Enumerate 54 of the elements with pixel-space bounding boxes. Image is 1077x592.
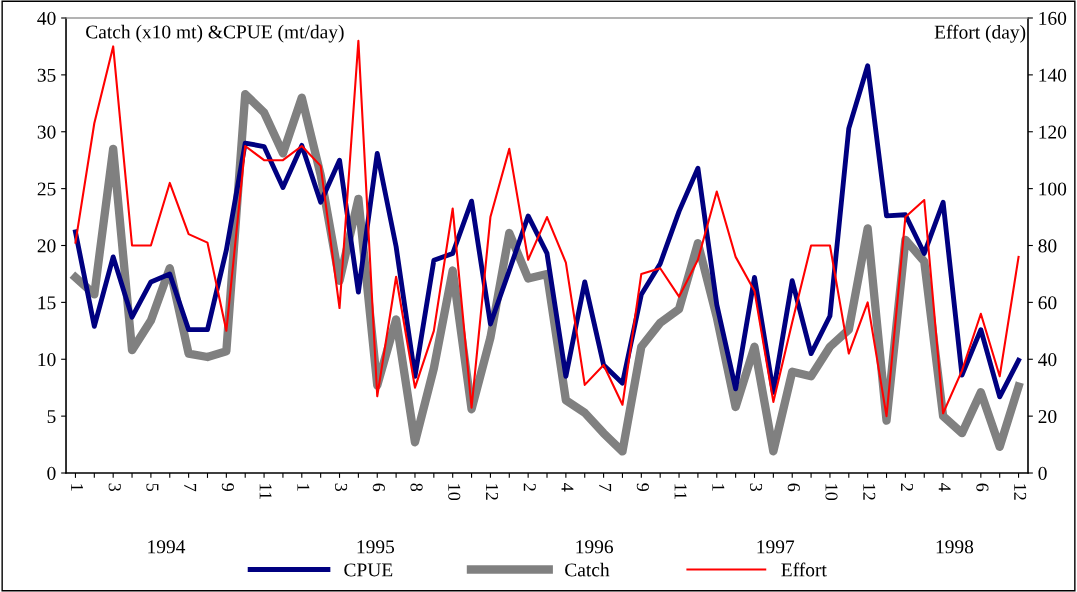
x-tick-label: 3 bbox=[749, 483, 763, 492]
y-tick-label: 0 bbox=[47, 466, 56, 480]
legend-label: CPUE bbox=[344, 563, 393, 577]
y2-tick-label: 160 bbox=[1039, 11, 1067, 25]
x-tick-label: 4 bbox=[561, 483, 574, 492]
x-tick-label: 6 bbox=[976, 483, 989, 492]
text: 1996 bbox=[576, 540, 614, 554]
x-tick-label: 6 bbox=[372, 483, 385, 492]
text: 1994 bbox=[148, 540, 186, 554]
x-tick-label: 10 bbox=[448, 484, 461, 501]
x-tick-label: 8 bbox=[410, 483, 423, 492]
text: 1997 bbox=[757, 540, 795, 554]
x-tick-label: 11 bbox=[259, 484, 272, 500]
y-tick-label: 35 bbox=[37, 68, 56, 82]
y2-axis-title: Effort (day) bbox=[934, 24, 1026, 43]
x-tick-label: 12 bbox=[863, 484, 876, 500]
y2-tick-label: 20 bbox=[1038, 409, 1057, 424]
y2-tick-label: 0 bbox=[1038, 466, 1047, 480]
x-tick-label: 1 bbox=[297, 484, 310, 491]
x-tick-label: 3 bbox=[108, 483, 121, 492]
x-tick-label: 2 bbox=[523, 483, 536, 491]
y-tick-label: 20 bbox=[37, 239, 56, 253]
y2-tick-label: 40 bbox=[1038, 353, 1057, 367]
x-tick-label: 10 bbox=[825, 484, 838, 501]
x-tick-label: 6 bbox=[787, 483, 800, 492]
y-axis-title: Catch (x10 mt) &CPUE (mt/day) bbox=[86, 24, 344, 43]
x-tick-label: 7 bbox=[599, 483, 612, 492]
x-tick-label: 1 bbox=[71, 484, 84, 491]
x-tick-label: 5 bbox=[146, 483, 159, 492]
x-tick-label: 7 bbox=[184, 483, 197, 492]
text: 1998 bbox=[936, 540, 974, 554]
y2-tick-label: 80 bbox=[1038, 239, 1057, 253]
x-tick-label: 3 bbox=[335, 483, 348, 492]
x-tick-label: 12 bbox=[1014, 484, 1027, 500]
x-tick-label: 4 bbox=[938, 483, 951, 492]
x-tick-label: 12 bbox=[486, 484, 499, 500]
legend-label: Effort bbox=[781, 562, 827, 577]
y2-tick-label: 60 bbox=[1038, 296, 1057, 310]
y-tick-label: 15 bbox=[38, 296, 56, 310]
x-tick-label: 9 bbox=[221, 483, 234, 492]
y-tick-label: 10 bbox=[38, 353, 56, 367]
y2-tick-label: 120 bbox=[1039, 125, 1067, 139]
x-tick-label: 11 bbox=[674, 484, 687, 500]
x-tick-label: 9 bbox=[636, 483, 649, 492]
y2-tick-label: 100 bbox=[1039, 182, 1067, 196]
text: 1995 bbox=[357, 540, 395, 554]
x-tick-label: 1 bbox=[712, 484, 725, 491]
x-tick-label: 2 bbox=[901, 483, 914, 491]
y-tick-label: 40 bbox=[37, 11, 56, 25]
legend-label: Catch bbox=[565, 562, 610, 577]
y-tick-label: 25 bbox=[37, 182, 56, 196]
y-tick-label: 5 bbox=[47, 410, 56, 424]
y2-tick-label: 140 bbox=[1039, 68, 1067, 82]
y-tick-label: 30 bbox=[37, 125, 56, 139]
